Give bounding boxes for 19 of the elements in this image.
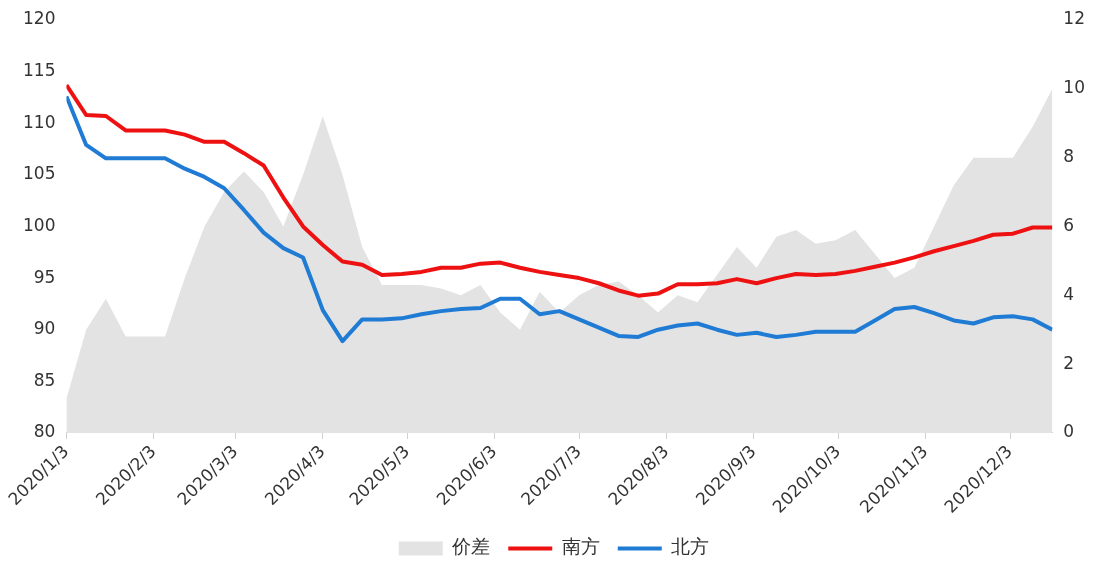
y2-tick-label: 2 — [1063, 352, 1075, 373]
y-tick-label: 105 — [22, 163, 56, 184]
y-tick-label: 95 — [33, 266, 56, 287]
y2-tick-label: 4 — [1063, 283, 1075, 304]
y-tick-label: 110 — [22, 111, 56, 132]
y2-tick-label: 0 — [1063, 421, 1075, 442]
y-tick-label: 85 — [33, 369, 56, 390]
y-tick-label: 90 — [33, 318, 56, 339]
y-tick-label: 115 — [22, 60, 56, 81]
legend-label: 北方 — [671, 535, 710, 558]
y-tick-label: 80 — [33, 421, 56, 442]
y-tick-label: 100 — [22, 214, 56, 235]
y2-tick-label: 10 — [1063, 77, 1086, 98]
y2-tick-label: 6 — [1063, 214, 1075, 235]
legend-label: 南方 — [561, 535, 600, 558]
y2-tick-label: 8 — [1063, 146, 1075, 167]
y2-tick-label: 12 — [1063, 8, 1086, 29]
legend-label: 价差 — [451, 535, 491, 558]
y-tick-label: 120 — [22, 8, 56, 29]
